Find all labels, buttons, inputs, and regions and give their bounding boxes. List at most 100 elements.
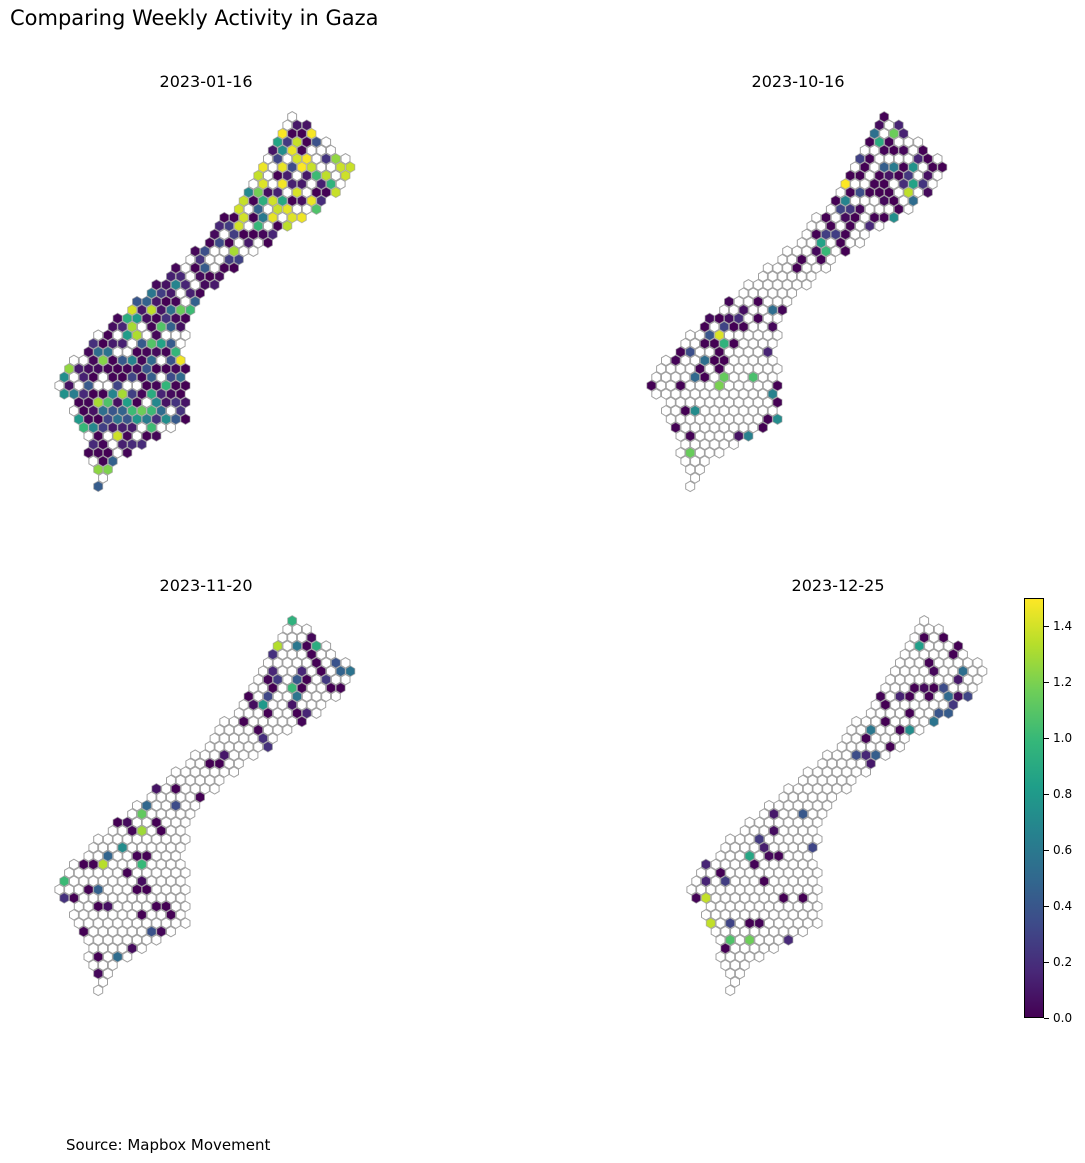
hex-cell	[263, 741, 273, 753]
hex-cell	[132, 430, 142, 442]
hex-cell	[690, 354, 700, 367]
hex-cell	[893, 153, 904, 165]
hex-cell	[817, 791, 828, 803]
hex-cell	[146, 875, 157, 887]
hex-cell	[151, 279, 162, 291]
hex-cell	[884, 169, 894, 182]
hex-cell	[768, 942, 779, 955]
hex-cell	[943, 640, 954, 652]
hex-cell	[170, 363, 181, 375]
hex-cell	[190, 279, 201, 291]
hex-cell	[694, 363, 705, 375]
hex-cell	[69, 875, 79, 887]
panel-title-2: 2023-10-16	[751, 72, 845, 91]
hex-cell	[195, 791, 205, 803]
hex-cell	[296, 161, 307, 173]
hex-cell	[807, 808, 818, 820]
hex-cell	[180, 329, 191, 341]
hex-cell	[78, 892, 89, 904]
hex-cell	[783, 900, 794, 913]
hex-cell	[807, 909, 818, 921]
hex-cell	[292, 623, 302, 635]
hex-cell	[233, 253, 244, 266]
hex-cell	[107, 841, 118, 854]
hex-cell	[710, 858, 721, 871]
hex-cell	[893, 186, 904, 199]
hex-cell	[88, 942, 99, 955]
hex-cell	[772, 363, 783, 375]
hex-cell	[326, 682, 336, 694]
hex-cell	[93, 883, 104, 896]
hex-cell	[263, 724, 273, 736]
hex-cell	[822, 766, 833, 778]
hex-cell	[869, 211, 880, 224]
hex-cell	[267, 665, 278, 677]
hex-cell	[895, 707, 905, 719]
hex-cell	[282, 169, 293, 182]
hex-cell	[898, 127, 909, 140]
hex-cell	[861, 732, 871, 745]
hex-cell	[724, 312, 734, 325]
hex-cell	[151, 396, 162, 409]
hex-cell	[306, 665, 317, 677]
hex-cell	[943, 707, 954, 719]
hex-cell	[749, 858, 760, 871]
hex-cell	[830, 245, 841, 257]
hex-cell	[209, 245, 220, 257]
hex-cell	[680, 405, 691, 417]
hex-cell	[733, 396, 744, 409]
hex-cell	[233, 724, 244, 736]
hex-cell	[170, 900, 181, 913]
hex-cell	[117, 942, 128, 955]
hex-cell	[744, 900, 755, 913]
hex-cell	[802, 867, 813, 879]
hex-cell	[699, 337, 710, 350]
hex-cell	[175, 791, 186, 803]
hex-cell	[739, 942, 750, 955]
hex-cell	[938, 682, 949, 694]
hex-cell	[233, 220, 244, 232]
hex-cell	[856, 741, 867, 753]
hex-cell	[859, 144, 870, 157]
hex-cell	[311, 690, 322, 703]
hex-cell	[758, 405, 768, 417]
hex-cell	[180, 312, 191, 325]
hex-cell	[83, 413, 94, 425]
hex-cell	[107, 925, 118, 938]
hex-cell	[185, 287, 196, 299]
hex-map-panel-4	[686, 615, 988, 997]
hex-cell	[778, 841, 789, 854]
hex-cell	[282, 657, 293, 669]
hex-cell	[83, 379, 94, 392]
hex-cell	[258, 195, 268, 207]
hex-cell	[156, 909, 167, 921]
hex-cell	[238, 228, 249, 241]
hex-cell	[675, 379, 686, 392]
hex-cell	[758, 337, 768, 350]
hex-cell	[117, 388, 128, 400]
hex-cell	[720, 892, 731, 904]
hex-cell	[243, 707, 254, 719]
hex-cell	[156, 791, 167, 803]
hex-cell	[725, 850, 736, 862]
hex-cell	[326, 178, 336, 190]
hex-cell	[64, 379, 75, 392]
hex-cell	[185, 774, 196, 787]
hex-cell	[744, 883, 755, 896]
hex-cell	[914, 623, 925, 635]
hex-cell	[296, 127, 307, 140]
hex-cell	[734, 833, 745, 845]
hex-cell	[98, 405, 108, 417]
hex-cell	[112, 934, 123, 946]
hex-cell	[767, 304, 778, 316]
hex-cell	[783, 799, 794, 812]
hex-cell	[175, 354, 186, 367]
hex-cell	[117, 438, 128, 451]
hex-cell	[767, 321, 778, 333]
hex-cell	[73, 900, 84, 913]
hex-cell	[720, 925, 731, 938]
hex-cell	[156, 858, 167, 871]
hex-cell	[748, 405, 759, 417]
hex-cell	[243, 690, 254, 703]
hex-cell	[696, 867, 707, 879]
